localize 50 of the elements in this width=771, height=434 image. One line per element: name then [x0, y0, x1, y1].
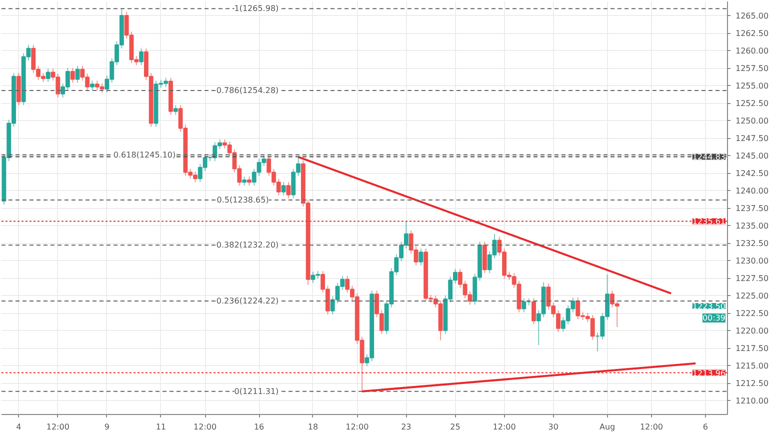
x-tick-label: 23: [401, 422, 412, 432]
y-tick-label: 1217.50: [736, 344, 769, 353]
ref-line-label: 0.5(1238.65): [216, 195, 269, 204]
ref-line-label: 1213.96: [692, 368, 726, 378]
annotation: 00:39: [702, 314, 726, 322]
x-tick-label: 12:00: [640, 422, 663, 432]
y-tick-label: 1245.00: [736, 152, 769, 160]
ref-line-label: 0.236(1224.22): [216, 296, 279, 306]
y-tick-label: 1262.50: [736, 29, 769, 38]
x-tick-label: 18: [308, 422, 318, 432]
y-tick-label: 1212.50: [736, 379, 769, 388]
ref-line-label: 0.618(1245.10): [113, 150, 176, 160]
y-tick-label: 1247.50: [736, 134, 769, 143]
y-tick-label: 1220.00: [736, 326, 769, 336]
x-tick-label: Aug: [600, 422, 616, 432]
ref-line-label: 1235.61: [692, 217, 726, 226]
y-tick-label: 1252.50: [736, 99, 769, 108]
x-tick-label: 11: [156, 422, 166, 432]
x-tick-label: 6: [702, 422, 708, 432]
y-tick-label: 1215.00: [736, 362, 769, 370]
ref-line-label: 0(1211.31): [234, 386, 279, 396]
y-tick-label: 1210.00: [736, 396, 769, 406]
y-tick-label: 1222.50: [736, 309, 769, 318]
y-tick-label: 1235.00: [736, 222, 769, 230]
annotation: 1223.50: [692, 302, 726, 311]
y-tick-label: 1260.00: [736, 46, 769, 56]
x-tick-label: 25: [450, 422, 460, 432]
y-tick-label: 1257.50: [736, 64, 769, 73]
y-tick-label: 1240.00: [736, 186, 769, 196]
y-tick-label: 1250.00: [736, 116, 769, 126]
y-tick-label: 1255.00: [736, 82, 769, 90]
x-tick-label: 12:00: [492, 422, 516, 432]
y-tick-label: 1242.50: [736, 169, 769, 178]
x-tick-label: 9: [104, 422, 110, 432]
ref-line-label: 0.382(1232.20): [216, 240, 279, 250]
y-tick-label: 1227.50: [736, 274, 769, 283]
ref-line-label: 1244.83: [692, 152, 726, 162]
y-tick-label: 1230.00: [736, 256, 769, 266]
y-tick-label: 1225.00: [736, 292, 769, 300]
y-tick-label: 1237.50: [736, 204, 769, 213]
x-tick-label: 12:00: [46, 422, 70, 432]
y-tick-label: 1232.50: [736, 239, 769, 248]
y-tick-label: 1265.00: [736, 12, 769, 20]
x-tick-label: 12:00: [194, 422, 217, 432]
x-tick-label: 12:00: [346, 422, 369, 432]
x-tick-label: 16: [254, 422, 264, 432]
ref-line-label: 0.786(1254.28): [216, 86, 279, 96]
ref-line-label: 1(1265.98): [234, 4, 279, 14]
x-tick-label: 4: [16, 422, 22, 432]
x-tick-label: 30: [548, 422, 558, 432]
